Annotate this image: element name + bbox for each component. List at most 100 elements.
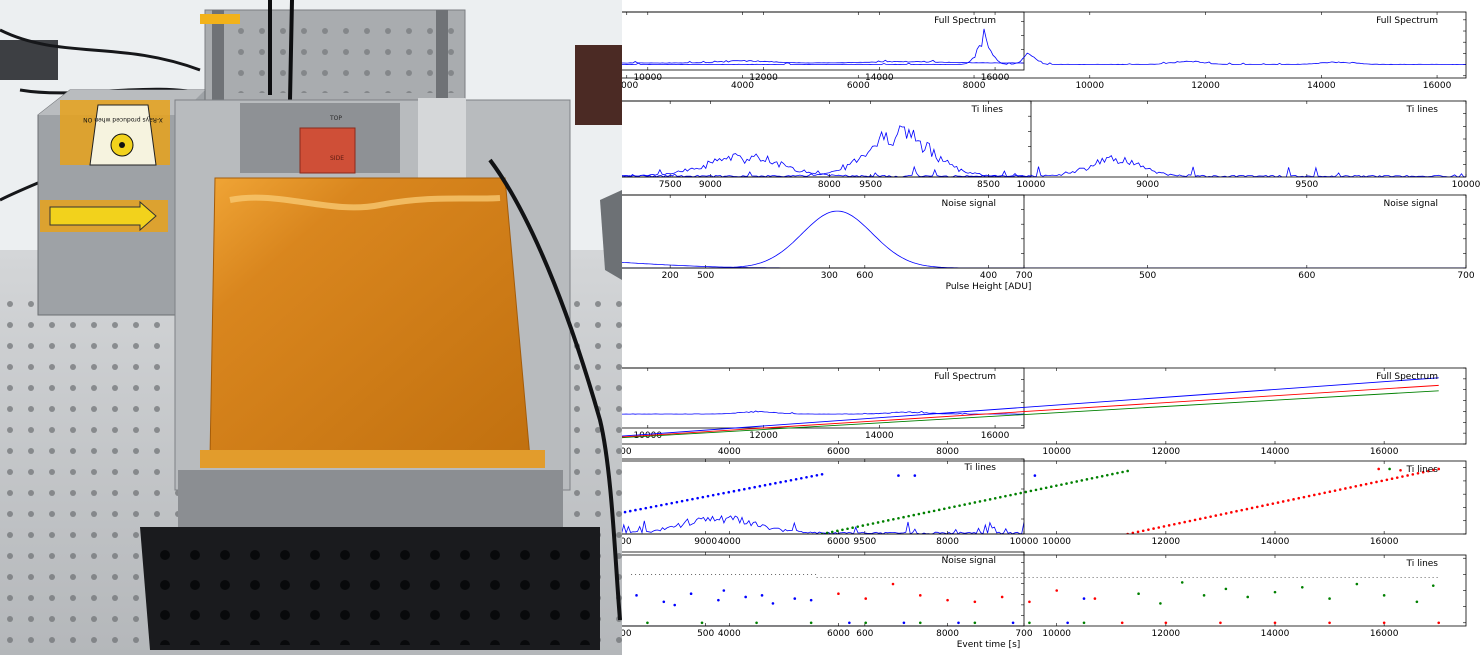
direction-arrow-label bbox=[49, 200, 157, 232]
series-point-38 bbox=[1159, 602, 1162, 605]
series-point-54 bbox=[1338, 488, 1342, 491]
series-point-14 bbox=[654, 504, 658, 508]
series-point-14 bbox=[820, 472, 824, 476]
series-point-14 bbox=[1011, 621, 1015, 625]
x-tick-label: 9000 bbox=[699, 180, 722, 190]
series-point-38 bbox=[1082, 621, 1086, 625]
series-point-54 bbox=[891, 582, 895, 586]
series-point-38 bbox=[1095, 475, 1099, 479]
series-point-54 bbox=[1370, 481, 1373, 485]
series-point-38 bbox=[866, 523, 870, 526]
x-tick-label: 10000 bbox=[1452, 180, 1480, 190]
chart-p38ti: 7000750080008500900095001000005101520253… bbox=[622, 100, 1480, 190]
x-tick-label: 16000 bbox=[1370, 537, 1399, 547]
chart-p54full: 0200040006000800010000120001400016000-10… bbox=[622, 367, 1025, 441]
series-point-38 bbox=[912, 513, 916, 517]
series-point-38 bbox=[1028, 621, 1031, 625]
series-point-54 bbox=[1173, 522, 1176, 526]
x-tick-label: 14000 bbox=[1261, 629, 1290, 639]
series-point-54 bbox=[864, 597, 868, 600]
series-point-54 bbox=[1276, 501, 1280, 504]
x-tick-label: 14000 bbox=[1261, 447, 1290, 457]
series-point-38 bbox=[1431, 584, 1435, 587]
series-point-14 bbox=[628, 509, 632, 513]
chart-p14full: 0200040006000800010000120001400016000010… bbox=[622, 11, 1025, 83]
series-point-54 bbox=[1281, 500, 1285, 503]
series-point-38 bbox=[1121, 470, 1124, 474]
series-point-54 bbox=[1266, 503, 1269, 507]
panel-annotation: Full Spectrum bbox=[934, 372, 996, 382]
series-point-14 bbox=[805, 475, 808, 479]
series-point-54 bbox=[1359, 483, 1363, 487]
panel-annotation: Full Spectrum bbox=[1376, 372, 1438, 382]
series-point-38 bbox=[958, 504, 961, 507]
series-point-14 bbox=[717, 492, 720, 496]
series-point-54 bbox=[1307, 494, 1311, 498]
series-point-38 bbox=[993, 496, 997, 500]
x-tick-label: 6000 bbox=[827, 537, 850, 547]
series-point-54 bbox=[1028, 600, 1031, 604]
series-point-54 bbox=[1354, 485, 1358, 488]
series-point-14 bbox=[623, 510, 627, 514]
series-point-54 bbox=[1152, 527, 1155, 530]
series-point-14 bbox=[701, 495, 705, 499]
series-point-54 bbox=[946, 598, 949, 602]
chart-pnumfull: 2000400060008000100001200014000160000200… bbox=[622, 367, 1467, 457]
series-point-54 bbox=[1245, 507, 1249, 511]
series-point-14 bbox=[722, 589, 726, 592]
series-point-38 bbox=[907, 514, 910, 518]
series-point-54 bbox=[1178, 521, 1181, 525]
series-point-38 bbox=[1055, 484, 1058, 487]
series-point-38 bbox=[1029, 489, 1033, 493]
series-point-14 bbox=[763, 483, 767, 487]
axes-frame bbox=[622, 11, 1467, 79]
series-point-38 bbox=[1105, 473, 1109, 477]
series-line-54 bbox=[622, 410, 1024, 415]
series-point-54 bbox=[1427, 469, 1430, 473]
series-point-38 bbox=[856, 525, 860, 528]
series-point-38 bbox=[1300, 585, 1304, 589]
series-point-14 bbox=[665, 502, 668, 506]
plot-area bbox=[631, 574, 1441, 625]
series-point-54 bbox=[1157, 526, 1161, 529]
series-point-54 bbox=[973, 600, 977, 604]
series-line-54 bbox=[622, 514, 1024, 534]
series-point-54 bbox=[1344, 487, 1347, 490]
series-point-54 bbox=[1297, 496, 1301, 500]
series-point-14 bbox=[774, 481, 777, 485]
series-point-54 bbox=[1055, 589, 1059, 592]
series-point-54 bbox=[1333, 489, 1337, 492]
series-point-14 bbox=[771, 602, 775, 605]
x-tick-label: 6000 bbox=[847, 81, 870, 91]
x-tick-label: 500 bbox=[1139, 271, 1156, 281]
x-tick-label: 700 bbox=[1457, 271, 1474, 281]
x-tick-label: 16000 bbox=[1423, 81, 1452, 91]
series-point-54 bbox=[1328, 621, 1331, 625]
x-tick-label: 4000 bbox=[718, 447, 741, 457]
axes-frame bbox=[622, 551, 1025, 627]
panel-annotation: Ti lines bbox=[1405, 105, 1438, 115]
plot-area bbox=[623, 467, 1441, 534]
series-point-38 bbox=[700, 621, 704, 625]
x-tick-label: 14000 bbox=[1307, 81, 1336, 91]
series-point-54 bbox=[918, 594, 922, 597]
x-tick-label: 9000 bbox=[694, 537, 717, 547]
series-point-54 bbox=[1312, 493, 1316, 497]
series-point-54 bbox=[1131, 531, 1135, 534]
series-point-38 bbox=[871, 522, 875, 525]
panel-annotation: Full Spectrum bbox=[1376, 16, 1438, 26]
x-axis-label: Event time [s] bbox=[957, 640, 1021, 650]
x-tick-label: 600 bbox=[856, 629, 873, 639]
series-point-14 bbox=[649, 505, 653, 509]
series-point-54 bbox=[1000, 595, 1004, 599]
x-tick-label: 2000 bbox=[622, 447, 632, 457]
series-point-54 bbox=[1240, 508, 1244, 512]
series-point-38 bbox=[1090, 477, 1094, 480]
series-point-38 bbox=[886, 519, 890, 522]
series-point-54 bbox=[1432, 468, 1435, 472]
series-point-14 bbox=[727, 490, 731, 494]
series-point-14 bbox=[644, 506, 648, 510]
series-point-14 bbox=[691, 497, 694, 501]
series-point-54 bbox=[1287, 499, 1290, 502]
x-axis-label: Pulse Height [ADU] bbox=[946, 282, 1032, 292]
